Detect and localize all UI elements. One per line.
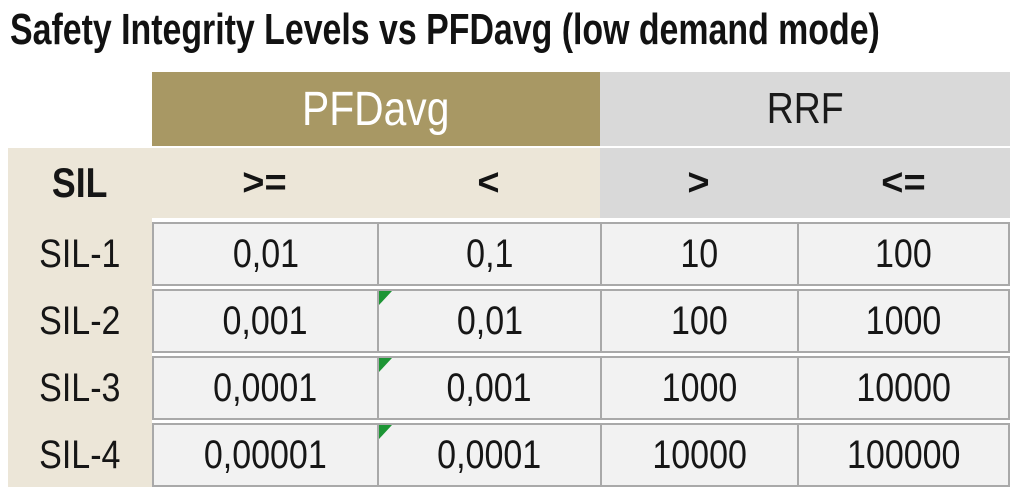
row-label-sil-4: SIL-4 (39, 432, 121, 477)
page-title: Safety Integrity Levels vs PFDavg (low d… (10, 5, 880, 54)
column-header-lt: < (377, 148, 600, 218)
cell-sil1-pfdavg-gte: 0,01 (152, 222, 377, 286)
row-label-sil-3: SIL-3 (39, 365, 121, 410)
cell-sil2-pfdavg-lt: 0,01 (377, 289, 600, 353)
sil-column: SIL SIL-1 SIL-2 SIL-3 SIL-4 (8, 148, 152, 487)
group-header-pfdavg-label: PFDavg (302, 82, 450, 136)
error-flag-icon (379, 425, 392, 439)
group-header-pfdavg: PFDavg (152, 72, 600, 146)
column-header-lte: <= (797, 148, 1010, 218)
sil-table: PFDavg RRF SIL SIL-1 SIL-2 SIL-3 SIL-4 (8, 72, 1010, 487)
column-header-gte: >= (152, 148, 377, 218)
cell-sil1-rrf-gt: 10 (600, 222, 797, 286)
cell-sil3-rrf-lte: 10000 (797, 356, 1010, 420)
row-label-sil-2: SIL-2 (39, 298, 121, 343)
cell-sil1-rrf-lte: 100 (797, 222, 1010, 286)
cell-sil4-pfdavg-gte: 0,00001 (152, 423, 377, 487)
cell-sil2-rrf-gt: 100 (600, 289, 797, 353)
group-header-rrf: RRF (600, 72, 1010, 146)
cell-sil4-rrf-gt: 10000 (600, 423, 797, 487)
cell-sil2-pfdavg-gte: 0,001 (152, 289, 377, 353)
cell-sil4-pfdavg-lt: 0,0001 (377, 423, 600, 487)
cell-sil3-pfdavg-gte: 0,0001 (152, 356, 377, 420)
corner-header-sil: SIL (52, 159, 108, 206)
cell-sil4-rrf-lte: 100000 (797, 423, 1010, 487)
error-flag-icon (379, 358, 392, 372)
group-header-rrf-label: RRF (766, 84, 844, 133)
row-label-sil-1: SIL-1 (39, 231, 121, 276)
column-header-gt: > (600, 148, 797, 218)
cell-sil3-pfdavg-lt: 0,001 (377, 356, 600, 420)
cell-sil3-rrf-gt: 1000 (600, 356, 797, 420)
error-flag-icon (379, 291, 392, 305)
cell-sil2-rrf-lte: 1000 (797, 289, 1010, 353)
cell-sil1-pfdavg-lt: 0,1 (377, 222, 600, 286)
